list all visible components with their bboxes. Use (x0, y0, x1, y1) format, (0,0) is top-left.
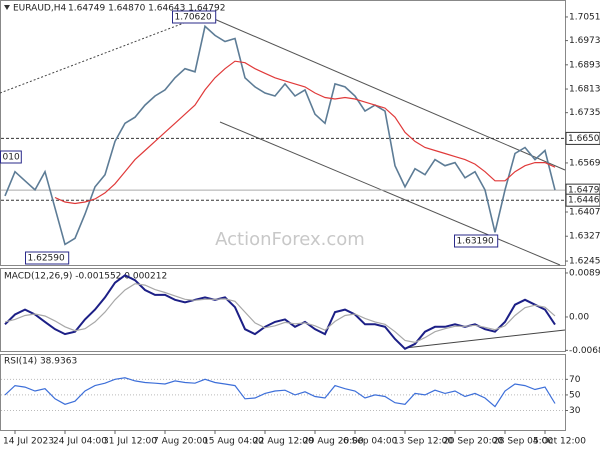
x-tick-label: 6 Sep 04:00 (343, 437, 398, 447)
annotation-label: 1.62590 (28, 254, 65, 264)
y-tick-label: 1.65690 (569, 158, 600, 168)
series-line (4, 274, 556, 351)
x-tick-label: 14 Jul 2023 (3, 437, 54, 447)
y-tick-label: 1.64070 (569, 208, 600, 218)
x-tick-label: 20 Sep 20:00 (443, 437, 503, 447)
annotation-box (25, 251, 70, 265)
x-tick-label: 31 Jul 12:00 (103, 437, 157, 447)
ohlc: 1.64749 1.64870 1.64643 1.64792 (68, 4, 225, 14)
x-tick-label: 29 Aug 20:00 (303, 437, 364, 447)
y-tick-label: 30 (569, 406, 581, 416)
y-tick-label: 1.62450 (569, 257, 600, 267)
watermark: ActionForex.com (215, 229, 365, 250)
direction-icon (4, 5, 10, 10)
annotation-label: 1.63190 (457, 237, 494, 247)
y-tick-label: 50 (569, 390, 581, 400)
x-tick-label: 28 Sep 04:00 (493, 437, 553, 447)
y-tick-label: 1.69730 (569, 36, 600, 46)
y-tick-label: 1.68130 (569, 85, 600, 95)
x-tick-label: 22 Aug 12:00 (253, 437, 314, 447)
x-tick-label: 13 Sep 12:00 (393, 437, 453, 447)
y-tick-label: 0.00 (569, 312, 589, 322)
annotation-box (454, 234, 499, 248)
y-tick-label: -0.006816 (569, 346, 600, 356)
series-line (4, 283, 556, 344)
macd-trend-line (404, 329, 566, 349)
x-tick-label: 24 Jul 04:00 (53, 437, 107, 447)
series-line (54, 60, 556, 205)
symbol: EURAUD,H4 (13, 4, 66, 14)
level-label: 1.64460 (568, 196, 600, 206)
rsi-panel (0, 354, 566, 431)
x-tick-label: 15 Aug 04:00 (203, 437, 264, 447)
level-label: 1.66500 (568, 134, 600, 144)
channel-lower (219, 121, 561, 266)
annotation-label: 010 (3, 153, 20, 163)
level-label: 1.64792 (568, 186, 600, 196)
macd-panel (0, 268, 566, 352)
annotation-box (0, 150, 22, 164)
y-tick-label: 1.70510 (569, 12, 600, 22)
price-panel (0, 0, 566, 266)
rsi-title: RSI(14) 38.9363 (4, 357, 77, 367)
annotation-box (172, 10, 217, 24)
x-tick-label: 5 Oct 12:00 (533, 437, 586, 447)
series-line (4, 377, 556, 408)
y-tick-label: 0.008986 (569, 268, 600, 278)
y-tick-label: 70 (569, 375, 581, 385)
x-tick-label: 7 Aug 20:00 (153, 437, 208, 447)
trend-line (0, 14, 206, 94)
series-line (4, 24, 556, 246)
annotation-label: 1.70620 (175, 13, 212, 23)
level-label-box (565, 131, 600, 145)
y-tick-label: 1.68930 (569, 60, 600, 70)
level-label-box (565, 193, 600, 207)
y-tick-label: 1.67350 (569, 108, 600, 118)
macd-title: MACD(12,26,9) -0.001552 0.000212 (4, 272, 167, 282)
channel-upper (204, 14, 566, 171)
y-tick-label: 1.63270 (569, 232, 600, 242)
